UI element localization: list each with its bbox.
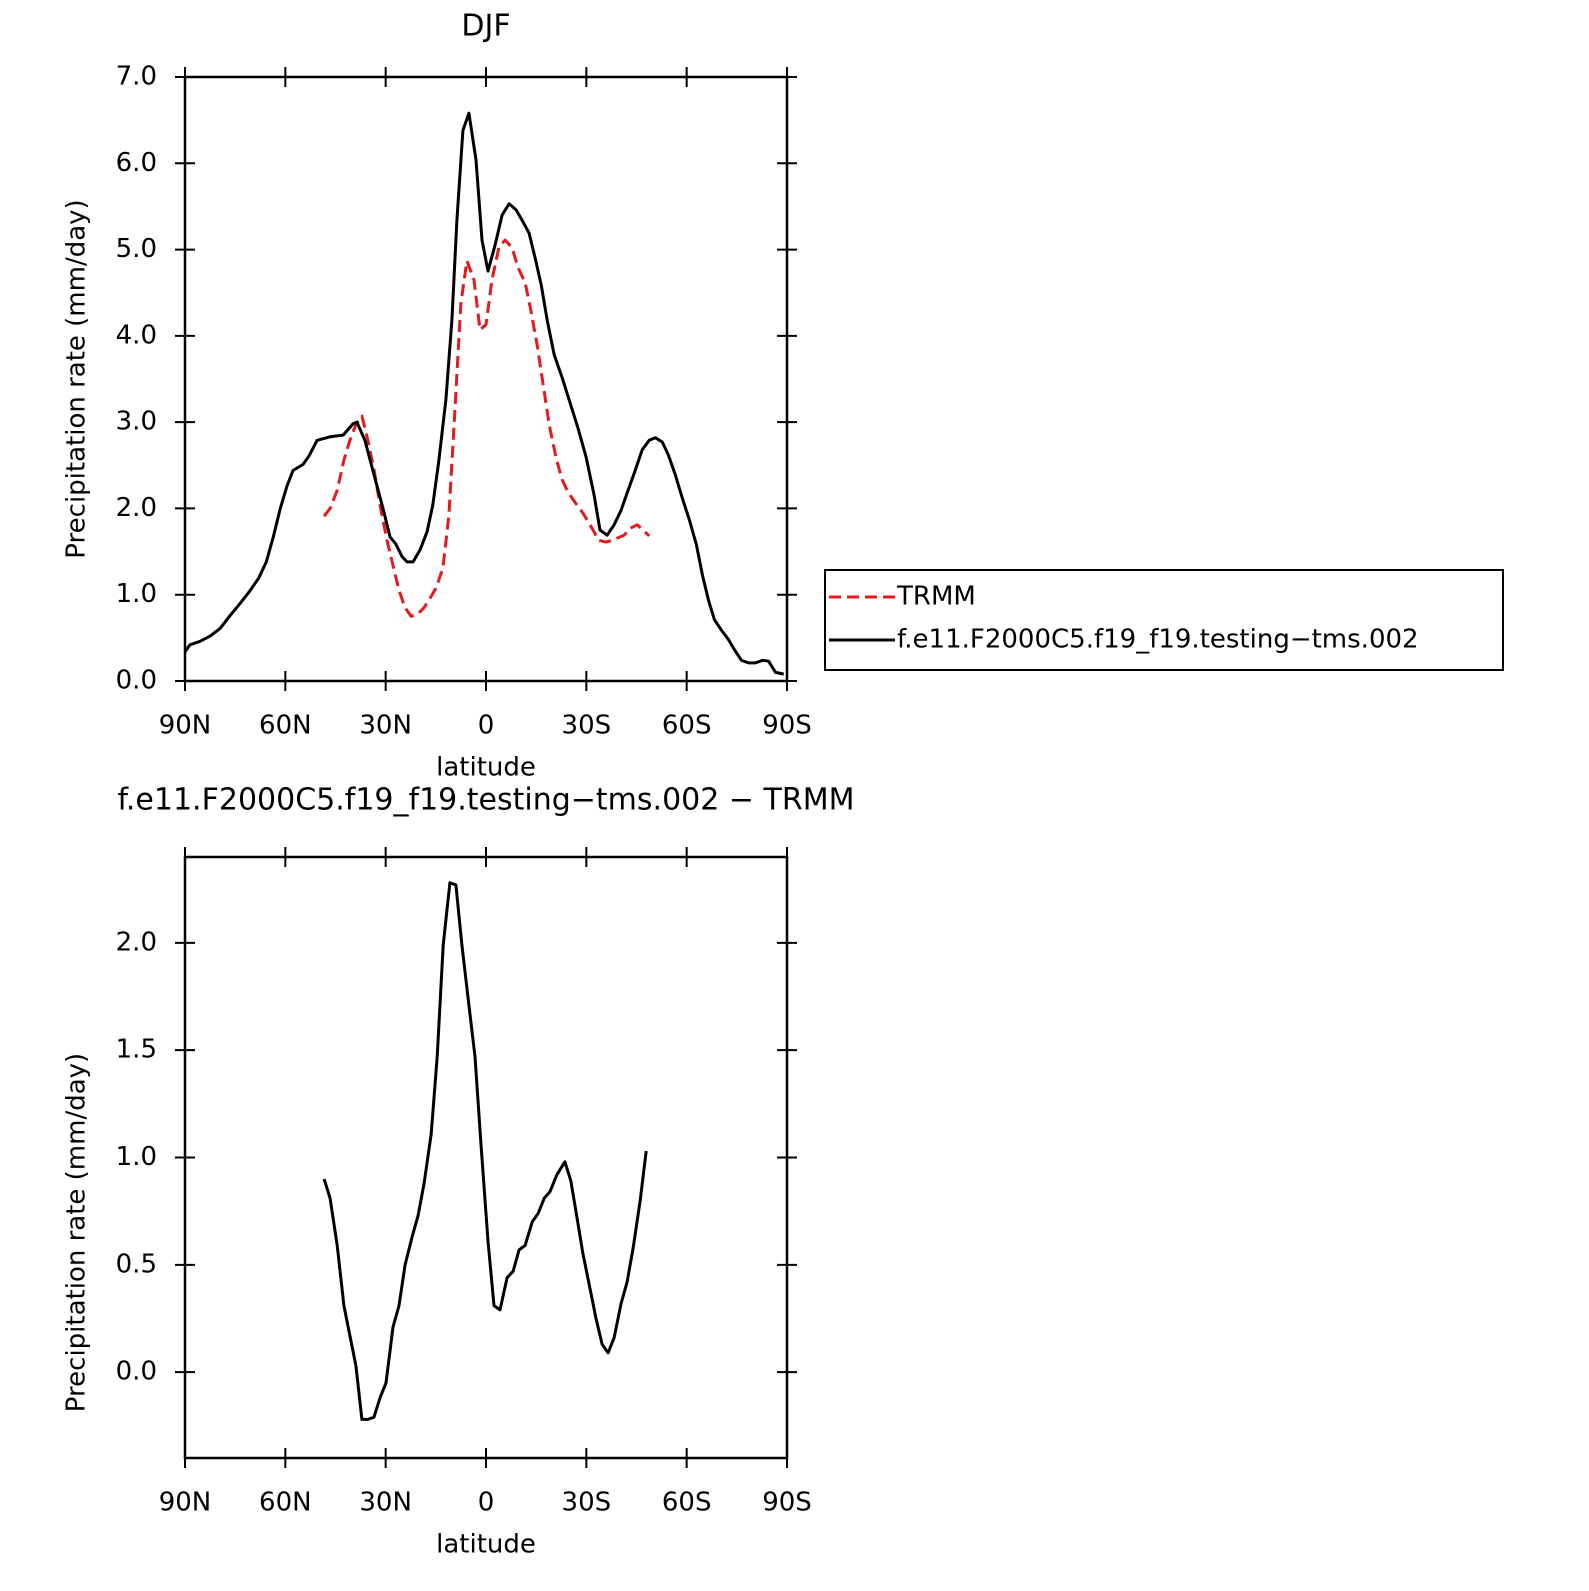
y-tick-label: 1.5 bbox=[116, 1035, 157, 1065]
chart-title: DJF bbox=[461, 9, 510, 44]
data-line bbox=[183, 111, 785, 676]
x-tick-label: 90S bbox=[762, 711, 812, 741]
y-tick-label: 5.0 bbox=[116, 234, 157, 264]
x-tick-label: 30N bbox=[359, 711, 412, 741]
legend-label: TRMM bbox=[896, 582, 976, 612]
x-tick-label: 30S bbox=[562, 711, 612, 741]
x-tick-label: 0 bbox=[478, 711, 495, 741]
y-axis-label: Precipitation rate (mm/day) bbox=[62, 1053, 92, 1412]
y-tick-label: 2.0 bbox=[116, 927, 157, 957]
y-tick-label: 0.5 bbox=[116, 1249, 157, 1279]
x-axis-label: latitude bbox=[436, 753, 536, 783]
y-tick-label: 0.0 bbox=[116, 666, 157, 696]
legend-box bbox=[824, 569, 1504, 671]
y-tick-label: 6.0 bbox=[116, 148, 157, 178]
data-line bbox=[322, 881, 648, 1421]
y-tick-label: 4.0 bbox=[116, 320, 157, 350]
plot-frame bbox=[183, 75, 789, 683]
legend-label: f.e11.F2000C5.f19_f19.testing−tms.002 bbox=[897, 625, 1419, 655]
data-line bbox=[322, 238, 651, 618]
x-tick-label: 30N bbox=[359, 1488, 412, 1518]
x-tick-label: 90S bbox=[762, 1488, 812, 1518]
x-tick-label: 0 bbox=[478, 1488, 495, 1518]
y-tick-label: 1.0 bbox=[116, 579, 157, 609]
y-tick-label: 3.0 bbox=[116, 407, 157, 437]
y-tick-label: 7.0 bbox=[116, 62, 157, 92]
x-tick-label: 90N bbox=[159, 711, 212, 741]
x-tick-label: 60N bbox=[259, 1488, 312, 1518]
chart-title: f.e11.F2000C5.f19_f19.testing−tms.002 − … bbox=[118, 783, 855, 818]
x-tick-label: 60N bbox=[259, 711, 312, 741]
x-tick-label: 60S bbox=[662, 1488, 712, 1518]
y-tick-label: 1.0 bbox=[116, 1142, 157, 1172]
x-tick-label: 60S bbox=[662, 711, 712, 741]
plot-frame bbox=[183, 855, 789, 1460]
x-tick-label: 90N bbox=[159, 1488, 212, 1518]
y-tick-label: 2.0 bbox=[116, 493, 157, 523]
x-axis-label: latitude bbox=[436, 1530, 536, 1560]
x-tick-label: 30S bbox=[562, 1488, 612, 1518]
y-axis-label: Precipitation rate (mm/day) bbox=[62, 199, 92, 558]
y-tick-label: 0.0 bbox=[116, 1357, 157, 1387]
